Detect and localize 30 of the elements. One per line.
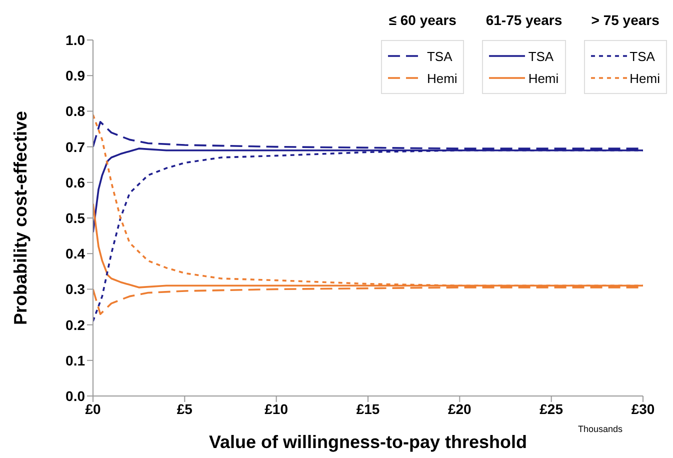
text: > 75 years [591,12,660,28]
y-tick-label: 1.0 [66,32,86,48]
text: ≤ 60 years [388,12,456,28]
y-tick-label: 0.0 [66,388,86,404]
legend-label: Hemi [426,70,458,86]
legend-label: TSA [528,48,554,64]
legend-label: TSA [426,48,452,64]
y-tick-label: 0.6 [66,174,86,190]
legend-label: Hemi [528,70,559,86]
y-axis-title: Probability cost-effective [10,110,30,326]
y-tick-label: 0.9 [66,68,86,84]
x-tick-label: £25 [540,400,564,417]
y-tick-label: 0.4 [66,246,86,262]
x-tick-label: £30 [631,400,655,417]
x-tick-label: £0 [85,400,101,417]
y-tick-label: 0.8 [66,103,86,120]
legend-label: TSA [630,48,655,64]
y-tick-label: 0.1 [66,352,86,368]
x-tick-label: £10 [264,400,288,417]
text: 61-75 years [486,12,562,28]
y-tick-label: 0.7 [66,138,86,155]
y-tick-label: 0.2 [66,316,86,333]
text: Thousands [578,424,623,434]
legend-label: Hemi [630,70,660,86]
x-tick-label: £20 [448,400,472,417]
x-tick-label: £5 [176,400,193,417]
y-tick-label: 0.3 [66,281,86,298]
x-axis-title: Value of willingness-to-pay threshold [208,432,528,452]
y-tick-label: 0.5 [66,210,86,226]
x-tick-label: £15 [356,400,380,417]
